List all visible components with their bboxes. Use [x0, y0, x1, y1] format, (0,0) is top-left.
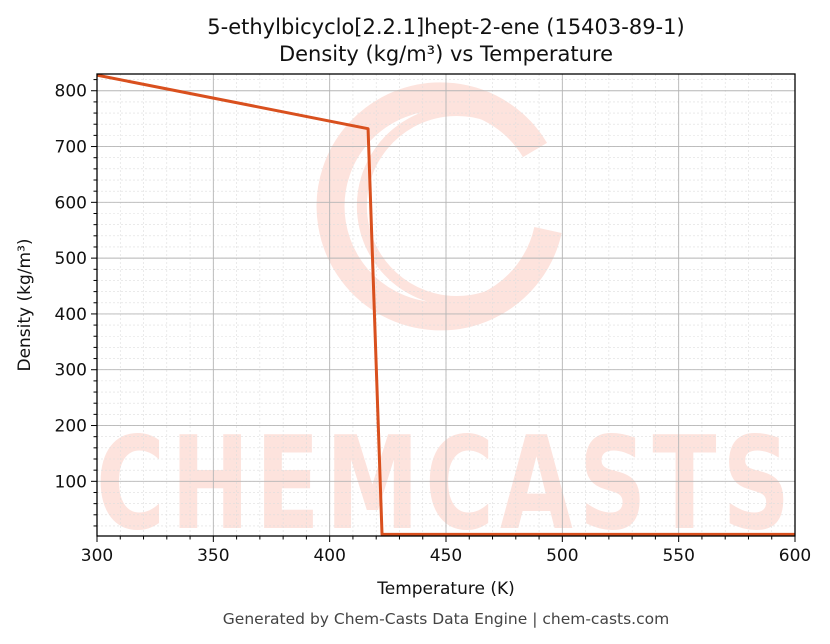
chart-title-line1: 5-ethylbicyclo[2.2.1]hept-2-ene (15403-8… — [207, 15, 684, 39]
series-layer — [96, 73, 795, 536]
watermark-swirl-logo — [316, 82, 562, 331]
chart-title-line2: Density (kg/m³) vs Temperature — [279, 42, 613, 66]
y-tick-label: 700 — [55, 138, 87, 158]
y-tick-label: 800 — [55, 82, 87, 102]
y-tick-label: 500 — [55, 249, 87, 269]
x-tick-label: 300 — [81, 546, 113, 566]
y-tick-label: 100 — [55, 472, 87, 492]
y-tick-label: 200 — [55, 417, 87, 437]
series-line — [96, 73, 795, 536]
x-tick-label: 500 — [546, 546, 578, 566]
x-axis-label: Temperature (K) — [376, 579, 515, 599]
y-tick-label: 400 — [55, 305, 87, 325]
x-tick-label: 600 — [779, 546, 811, 566]
x-tick-label: 550 — [662, 546, 694, 566]
y-tick-label: 600 — [55, 193, 87, 213]
x-tick-label: 400 — [313, 546, 345, 566]
x-tick-label: 350 — [197, 546, 229, 566]
major-grid — [96, 74, 796, 536]
y-axis-ticks: 100 200 300 400 500 600 700 800 — [55, 79, 97, 527]
y-tick-label: 300 — [55, 361, 87, 381]
footer-credit: Generated by Chem-Casts Data Engine | ch… — [223, 610, 669, 628]
x-axis-ticks: 300 350 400 450 500 550 600 — [81, 536, 811, 566]
x-tick-label: 450 — [430, 546, 462, 566]
y-axis-label: Density (kg/m³) — [15, 238, 35, 371]
